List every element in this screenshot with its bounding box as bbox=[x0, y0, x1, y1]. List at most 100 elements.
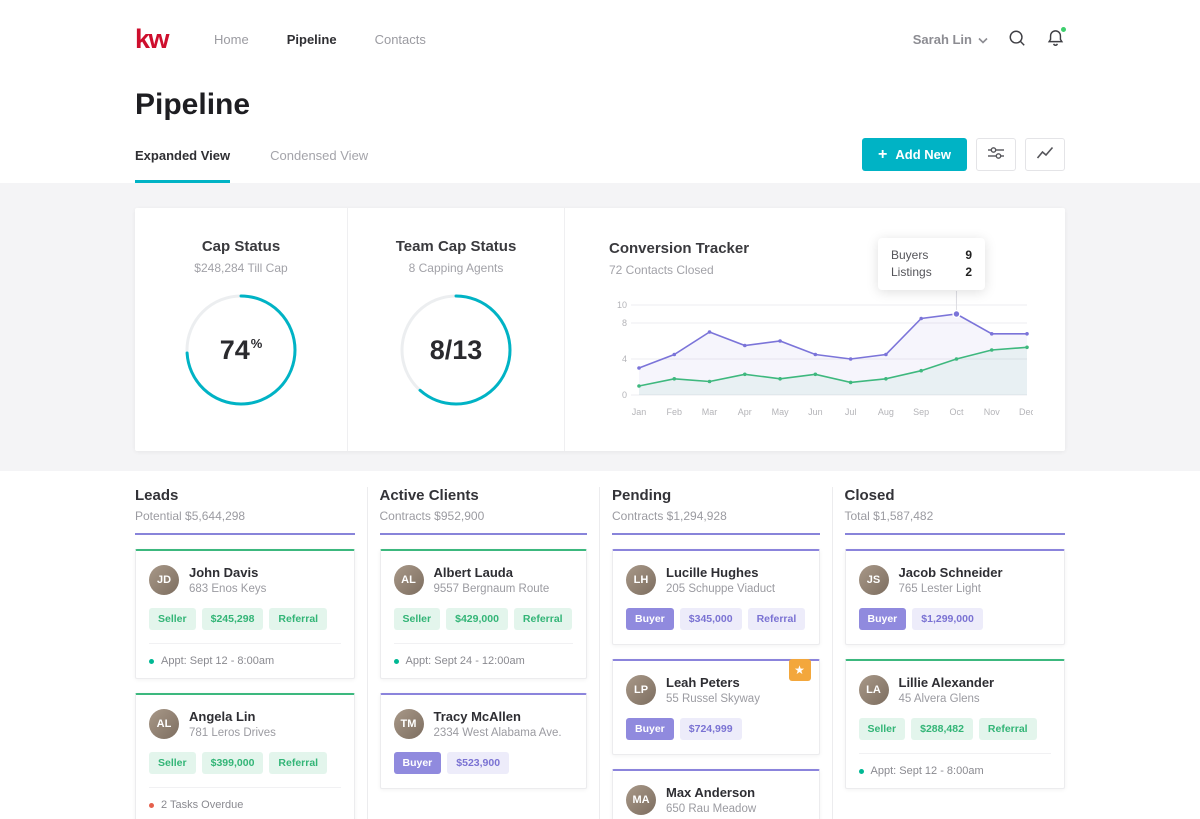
nav-item-home[interactable]: Home bbox=[214, 31, 249, 47]
tag: Referral bbox=[513, 608, 572, 630]
column-title: Pending bbox=[612, 487, 672, 504]
client-name: Jacob Schneider bbox=[898, 565, 1003, 580]
conversion-subtitle: 72 Contacts Closed bbox=[609, 263, 714, 277]
svg-text:Oct: Oct bbox=[949, 407, 964, 417]
pipeline-board: Leads Potential $5,644,298 JD John Davis 683… bbox=[0, 471, 1200, 819]
svg-text:Sep: Sep bbox=[913, 407, 929, 417]
cap-status-subtitle: $248,284 Till Cap bbox=[194, 261, 288, 275]
team-cap-subtitle: 8 Capping Agents bbox=[408, 261, 504, 275]
notification-dot bbox=[1060, 25, 1067, 33]
client-card[interactable]: LH Lucille Hughes 205 Schuppe Viaduct Buyer… bbox=[612, 549, 820, 645]
tag: Referral bbox=[269, 752, 328, 774]
tag-row: Seller $245,298 Referral bbox=[149, 608, 341, 630]
client-info: Lucille Hughes 205 Schuppe Viaduct bbox=[666, 565, 775, 595]
avatar: LA bbox=[858, 675, 889, 705]
team-cap-value: 8/13 bbox=[429, 334, 483, 365]
pipeline-column: Pending Contracts $1,294,928 LH Lucille Hug… bbox=[600, 487, 833, 819]
footer-text: Appt: Sept 12 - 8:00am bbox=[870, 765, 984, 777]
client-card[interactable]: TM Tracy McAllen 2334 West Alabama Ave. Buy… bbox=[379, 693, 587, 789]
column-title: Closed bbox=[844, 487, 895, 504]
client-name: Max Anderson bbox=[666, 785, 756, 800]
client-card[interactable]: ★ LP Leah Peters 55 Russel Skyway Buyer $724,… bbox=[612, 659, 820, 755]
search-button[interactable] bbox=[1008, 29, 1026, 50]
tag: Referral bbox=[269, 608, 328, 630]
tooltip-row-buyers: Buyers 9 bbox=[891, 248, 972, 262]
user-name: Sarah Lin bbox=[912, 31, 972, 47]
add-new-button[interactable]: + Add New bbox=[862, 138, 967, 171]
avatar: LP bbox=[626, 675, 656, 705]
footer-text: 2 Tasks Overdue bbox=[161, 799, 244, 811]
tag: Seller bbox=[858, 718, 906, 740]
chart-tooltip: Buyers 9 Listings 2 bbox=[878, 238, 985, 290]
chevron-down-icon bbox=[978, 32, 988, 47]
card-footer: 2 Tasks Overdue bbox=[149, 787, 341, 819]
svg-text:Jul: Jul bbox=[845, 407, 857, 417]
filter-button[interactable] bbox=[976, 138, 1016, 171]
notifications-button[interactable] bbox=[1046, 25, 1067, 51]
client-address: 781 Leros Drives bbox=[189, 727, 276, 739]
tag: Seller bbox=[149, 608, 196, 630]
svg-text:Dec: Dec bbox=[1019, 407, 1033, 417]
status-dot bbox=[858, 768, 864, 774]
footer-text: Appt: Sept 12 - 8:00am bbox=[161, 655, 275, 667]
kw-logo[interactable]: kw bbox=[135, 23, 170, 54]
client-info: Leah Peters 55 Russel Skyway bbox=[666, 675, 760, 705]
client-address: 9557 Bergnaum Route bbox=[433, 583, 550, 595]
client-name: John Davis bbox=[189, 565, 259, 580]
column-header-rule bbox=[135, 533, 355, 535]
tag: $245,298 bbox=[201, 608, 264, 630]
user-menu[interactable]: Sarah Lin bbox=[913, 32, 988, 47]
client-card[interactable]: JS Jacob Schneider 765 Lester Light Buyer $1… bbox=[844, 549, 1065, 645]
client-card[interactable]: AL Albert Lauda 9557 Bergnaum Route Seller $… bbox=[379, 549, 587, 679]
svg-text:8: 8 bbox=[622, 318, 627, 328]
svg-text:10: 10 bbox=[617, 300, 627, 310]
tag: $429,000 bbox=[446, 608, 508, 630]
card-footer: Appt: Sept 12 - 8:00am bbox=[858, 753, 1051, 788]
tag: $724,999 bbox=[679, 718, 742, 740]
client-card-header: JD John Davis 683 Enos Keys bbox=[149, 565, 341, 595]
tab-expanded-view[interactable]: Expanded View bbox=[135, 148, 231, 183]
client-card-header: MA Max Anderson 650 Rau Meadow bbox=[626, 785, 806, 815]
tag: Seller bbox=[149, 752, 196, 774]
pipeline-column: Leads Potential $5,644,298 JD John Davis 683… bbox=[135, 487, 368, 819]
pipeline-column: Closed Total $1,587,482 JS Jacob Schneider 7… bbox=[833, 487, 1065, 819]
search-icon bbox=[1008, 29, 1026, 50]
svg-text:Feb: Feb bbox=[667, 407, 683, 417]
tag-row: Seller $399,000 Referral bbox=[149, 752, 341, 774]
client-card[interactable]: JD John Davis 683 Enos Keys Seller $245,298 R… bbox=[135, 549, 355, 679]
svg-text:Nov: Nov bbox=[984, 407, 1001, 417]
team-cap-gauge: 8/13 bbox=[397, 291, 515, 409]
client-info: Tracy McAllen 2334 West Alabama Ave. bbox=[434, 709, 562, 739]
cap-status-panel: Cap Status $248,284 Till Cap 74% bbox=[135, 208, 348, 451]
client-name: Lucille Hughes bbox=[666, 565, 759, 580]
avatar: AL bbox=[149, 709, 179, 739]
tag-row: Seller $429,000 Referral bbox=[393, 608, 574, 630]
status-dot bbox=[149, 658, 154, 664]
tag: Referral bbox=[978, 718, 1037, 740]
client-card-header: AL Angela Lin 781 Leros Drives bbox=[149, 709, 341, 739]
svg-text:Mar: Mar bbox=[702, 407, 718, 417]
tag: $1,299,000 bbox=[912, 608, 983, 630]
tag: $523,900 bbox=[447, 752, 510, 774]
tooltip-row-listings: Listings 2 bbox=[891, 265, 972, 279]
pipeline-column: Active Clients Contracts $952,900 AL Albert… bbox=[368, 487, 600, 819]
nav-item-pipeline[interactable]: Pipeline bbox=[286, 31, 337, 47]
page-header: Pipeline Expanded View Condensed View + … bbox=[0, 78, 1200, 183]
plus-icon: + bbox=[878, 145, 888, 163]
client-address: 205 Schuppe Viaduct bbox=[666, 583, 776, 595]
chart-view-button[interactable] bbox=[1025, 138, 1065, 171]
client-card-header: AL Albert Lauda 9557 Bergnaum Route bbox=[393, 565, 574, 595]
svg-text:Jan: Jan bbox=[632, 407, 647, 417]
top-navbar: kw Home Pipeline Contacts Sarah Lin bbox=[0, 0, 1200, 78]
nav-item-contacts[interactable]: Contacts bbox=[374, 31, 426, 47]
svg-text:0: 0 bbox=[622, 390, 627, 400]
column-subtitle: Contracts $1,294,928 bbox=[612, 509, 727, 523]
client-card-header: LA Lillie Alexander 45 Alvera Glens bbox=[858, 675, 1052, 705]
footer-text: Appt: Sept 24 - 12:00am bbox=[405, 655, 525, 667]
column-header-rule bbox=[612, 533, 820, 535]
client-card[interactable]: AL Angela Lin 781 Leros Drives Seller $399,0… bbox=[135, 693, 355, 819]
tab-condensed-view[interactable]: Condensed View bbox=[270, 148, 369, 163]
client-card[interactable]: LA Lillie Alexander 45 Alvera Glens Seller $… bbox=[844, 659, 1065, 789]
client-name: Leah Peters bbox=[666, 675, 740, 690]
